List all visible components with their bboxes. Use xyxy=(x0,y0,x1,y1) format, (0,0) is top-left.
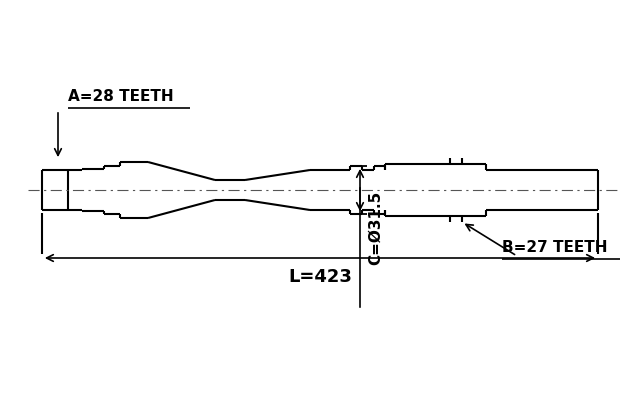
Text: L=423: L=423 xyxy=(288,268,352,286)
Text: B=27 TEETH: B=27 TEETH xyxy=(502,240,607,255)
Text: A=28 TEETH: A=28 TEETH xyxy=(68,89,173,104)
Text: C=Ø31.5: C=Ø31.5 xyxy=(368,191,383,265)
